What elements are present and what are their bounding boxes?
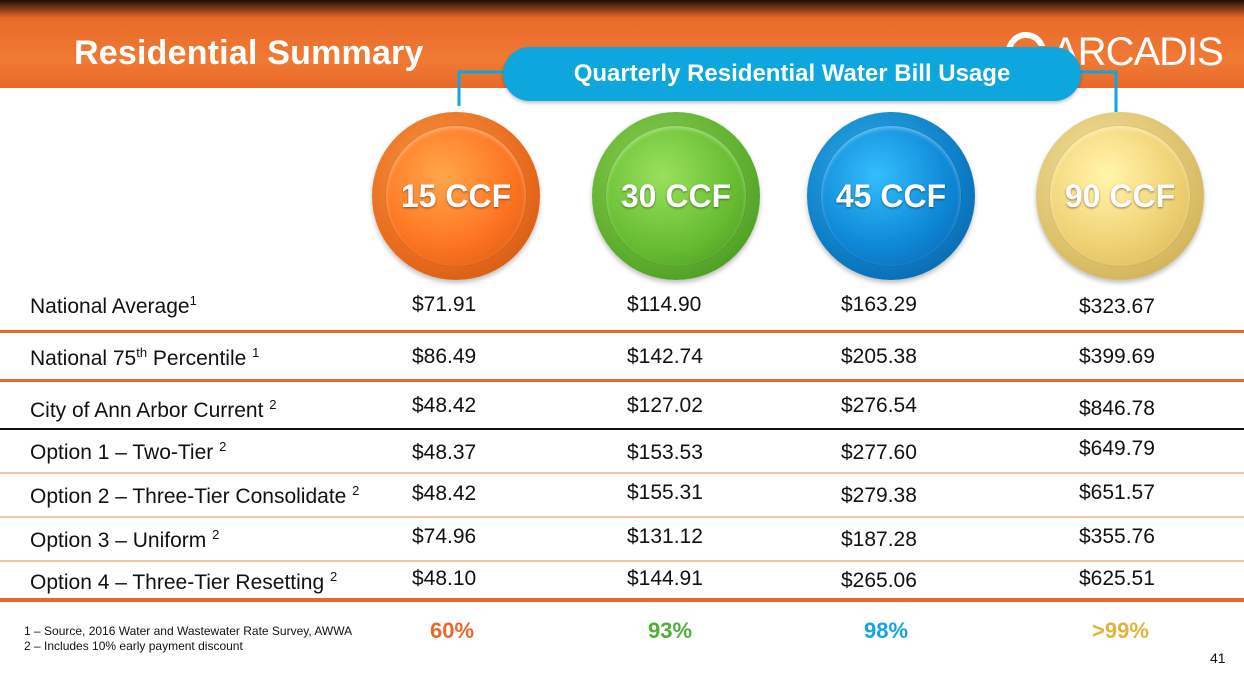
usage-label: 45 CCF: [835, 177, 947, 214]
cell-value: $276.54: [841, 394, 917, 417]
percentile-90: >99%: [1092, 618, 1149, 643]
page-number: 41: [1210, 650, 1226, 666]
row-label: National 75th Percentile 1: [30, 345, 260, 370]
cell-value: $651.57: [1079, 481, 1155, 504]
percentile-15: 60%: [430, 618, 475, 643]
cell-value: $71.91: [412, 293, 477, 316]
row-divider: [0, 472, 1244, 474]
row-divider: [0, 428, 1244, 430]
cell-value: $649.79: [1079, 437, 1155, 460]
cell-value: $144.91: [627, 567, 703, 590]
footnotes: 1 – Source, 2016 Water and Wastewater Ra…: [24, 624, 352, 654]
cell-value: $846.78: [1079, 397, 1155, 420]
usage-label: 90 CCF: [1064, 177, 1176, 214]
row-label: Option 1 – Two-Tier 2: [30, 439, 227, 464]
footnote: 1 – Source, 2016 Water and Wastewater Ra…: [24, 624, 353, 638]
usage-label: 15 CCF: [400, 177, 512, 214]
row-label: National Average1: [30, 293, 197, 318]
row-divider: [0, 560, 1244, 562]
cell-value: $48.37: [412, 441, 477, 464]
usage-banner: Quarterly Residential Water Bill Usage: [503, 47, 1081, 101]
cell-value: $48.42: [412, 482, 477, 505]
row-divider: [0, 379, 1244, 382]
percentile-45: 98%: [864, 618, 909, 643]
cell-value: $48.42: [412, 394, 477, 417]
cell-value: $355.76: [1079, 525, 1155, 548]
cell-value: $279.38: [841, 484, 917, 507]
cell-value: $48.10: [412, 567, 477, 590]
row-label: Option 4 – Three-Tier Resetting 2: [30, 569, 338, 594]
usage-label: 30 CCF: [620, 177, 732, 214]
cell-value: $114.90: [627, 293, 702, 316]
logo-text: ARCADIS: [1052, 29, 1224, 74]
row-label: Option 2 – Three-Tier Consolidate 2: [30, 483, 360, 508]
cell-value: $323.67: [1079, 295, 1155, 318]
page-title: Residential Summary: [74, 34, 424, 72]
cell-value: $74.96: [412, 525, 477, 548]
cell-value: $265.06: [841, 569, 917, 592]
footnote: 2 – Includes 10% early payment discount: [24, 639, 243, 653]
cell-value: $155.31: [627, 481, 703, 504]
cell-value: $86.49: [412, 345, 477, 368]
table-bottom-rule: [0, 598, 1244, 602]
cell-value: $187.28: [841, 528, 917, 551]
percentile-30: 93%: [648, 618, 693, 643]
usage-circle-30: 30 CCF: [592, 112, 760, 280]
cell-value: $163.29: [841, 293, 917, 316]
row-label: Option 3 – Uniform 2: [30, 527, 220, 552]
usage-circle-45: 45 CCF: [807, 112, 975, 280]
cell-value: $142.74: [627, 345, 703, 368]
usage-banner-text: Quarterly Residential Water Bill Usage: [573, 60, 1011, 87]
cell-value: $625.51: [1079, 567, 1155, 590]
cell-value: $277.60: [841, 441, 917, 464]
cell-value: $205.38: [841, 345, 917, 368]
cell-value: $127.02: [627, 394, 703, 417]
cell-value: $131.12: [627, 525, 703, 548]
row-divider: [0, 516, 1244, 518]
row-divider: [0, 330, 1244, 333]
usage-circle-15: 15 CCF: [372, 112, 540, 280]
usage-circle-90: 90 CCF: [1036, 112, 1204, 280]
cell-value: $153.53: [627, 441, 703, 464]
row-label: City of Ann Arbor Current 2: [30, 397, 277, 422]
cell-value: $399.69: [1079, 345, 1155, 368]
